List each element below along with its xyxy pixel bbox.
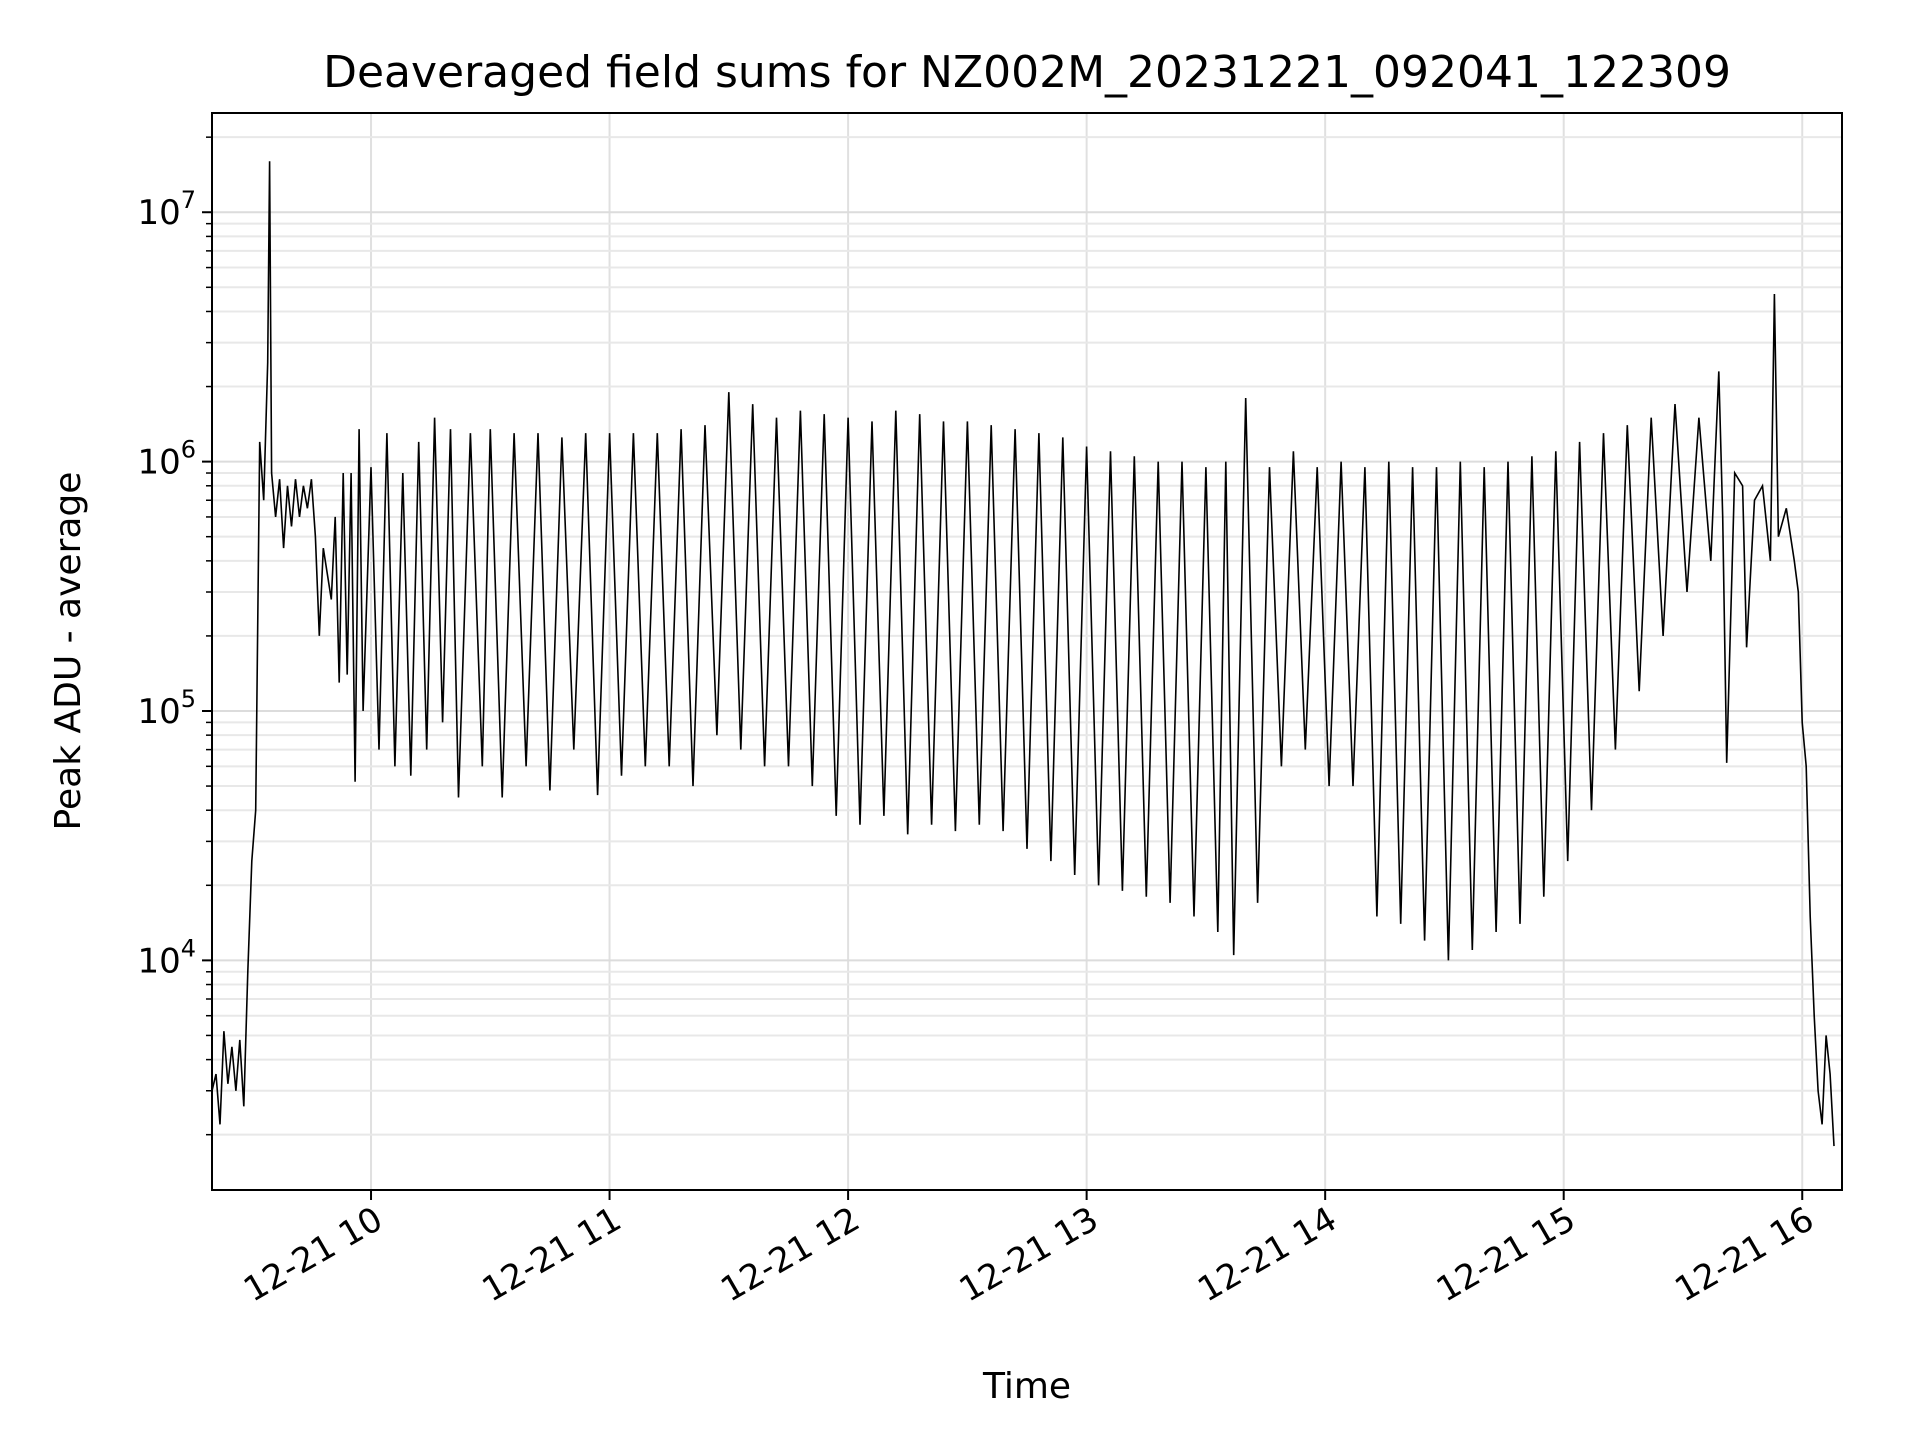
y-tick-exponent: 7: [181, 186, 196, 214]
y-tick-base: 10: [137, 692, 180, 732]
series-line: [211, 161, 1835, 1147]
y-tick-label: 104: [137, 934, 196, 981]
plot-frame: [211, 112, 1843, 1191]
grid: [212, 113, 1842, 1190]
x-axis-label: Time: [982, 1366, 1071, 1407]
plot-area: [211, 161, 1835, 1147]
y-tick-label: 105: [137, 685, 196, 732]
y-tick-label: 106: [137, 436, 196, 483]
y-tick-base: 10: [137, 193, 180, 233]
y-axis-label: Peak ADU - average: [48, 472, 89, 831]
y-tick-base: 10: [137, 443, 180, 483]
y-tick-exponent: 5: [181, 685, 196, 713]
y-tick-exponent: 4: [181, 934, 196, 962]
y-tick-base: 10: [137, 941, 180, 981]
y-tick-exponent: 6: [181, 436, 196, 464]
chart-title: Deaveraged field sums for NZ002M_2023122…: [323, 47, 1731, 98]
y-tick-label: 107: [137, 186, 196, 233]
